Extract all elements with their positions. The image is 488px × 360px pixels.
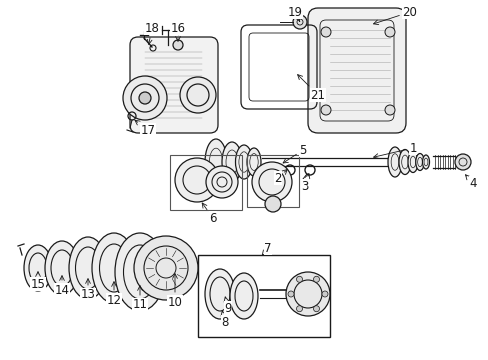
Circle shape (175, 158, 219, 202)
Ellipse shape (235, 145, 252, 179)
Ellipse shape (222, 142, 242, 182)
Circle shape (384, 27, 394, 37)
Ellipse shape (115, 233, 164, 311)
Ellipse shape (415, 153, 424, 171)
Circle shape (139, 92, 151, 104)
FancyBboxPatch shape (130, 37, 218, 133)
Circle shape (205, 166, 238, 198)
Ellipse shape (24, 245, 52, 291)
Circle shape (264, 196, 281, 212)
Circle shape (134, 236, 198, 300)
Text: 13: 13 (81, 279, 95, 302)
Circle shape (173, 40, 183, 50)
Ellipse shape (229, 273, 258, 319)
Text: 11: 11 (132, 286, 147, 311)
Circle shape (180, 77, 216, 113)
Ellipse shape (69, 237, 107, 299)
Text: 15: 15 (30, 272, 45, 291)
Bar (246, 155, 298, 207)
Text: 6: 6 (202, 203, 216, 225)
Circle shape (384, 105, 394, 115)
Text: 12: 12 (106, 282, 121, 306)
Text: 1: 1 (373, 141, 416, 158)
Ellipse shape (422, 155, 428, 169)
Text: 19: 19 (287, 5, 302, 22)
Text: 7: 7 (262, 242, 271, 256)
Text: 4: 4 (465, 175, 476, 189)
Ellipse shape (204, 269, 235, 319)
Text: 16: 16 (170, 22, 185, 41)
Bar (170, 155, 242, 210)
Text: 5: 5 (283, 144, 306, 163)
FancyBboxPatch shape (307, 8, 405, 133)
Ellipse shape (246, 148, 261, 176)
Text: 20: 20 (373, 5, 417, 24)
Circle shape (285, 272, 329, 316)
Circle shape (313, 306, 319, 312)
Text: 14: 14 (54, 276, 69, 297)
Circle shape (292, 15, 306, 29)
Text: 17: 17 (135, 120, 155, 136)
Text: 8: 8 (221, 311, 228, 328)
Ellipse shape (92, 233, 136, 303)
Circle shape (320, 27, 330, 37)
Circle shape (313, 276, 319, 282)
Text: 2: 2 (274, 170, 286, 185)
Circle shape (321, 291, 327, 297)
Circle shape (296, 306, 302, 312)
Bar (198, 255, 329, 337)
Text: 3: 3 (301, 174, 309, 193)
Text: 9: 9 (224, 297, 231, 315)
Ellipse shape (204, 139, 226, 185)
Ellipse shape (45, 241, 79, 295)
Text: 21: 21 (297, 75, 325, 102)
Ellipse shape (407, 152, 417, 172)
Ellipse shape (387, 147, 401, 177)
Text: 10: 10 (167, 274, 182, 309)
Circle shape (454, 154, 470, 170)
Circle shape (123, 76, 167, 120)
Circle shape (287, 291, 293, 297)
Circle shape (251, 162, 291, 202)
Circle shape (296, 276, 302, 282)
Ellipse shape (398, 149, 410, 175)
Circle shape (320, 105, 330, 115)
Text: 18: 18 (144, 22, 159, 44)
